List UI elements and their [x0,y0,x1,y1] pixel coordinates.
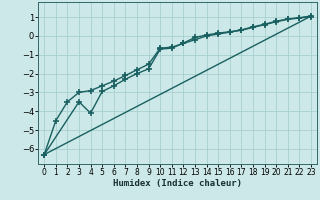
X-axis label: Humidex (Indice chaleur): Humidex (Indice chaleur) [113,179,242,188]
